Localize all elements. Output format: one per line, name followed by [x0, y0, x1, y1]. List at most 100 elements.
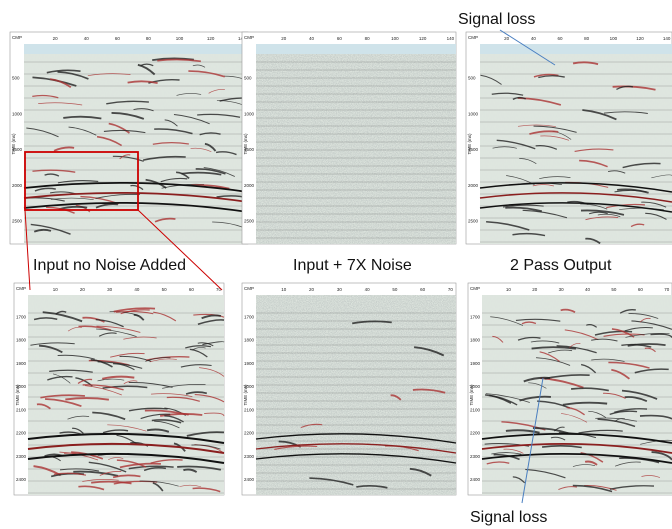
y-tick-label: 2100 [244, 407, 255, 412]
axis-label: TIME (ms) [243, 133, 248, 154]
y-tick-label: 1500 [468, 147, 479, 152]
reflector [190, 147, 212, 153]
horizon [255, 443, 457, 454]
reflector [139, 480, 179, 487]
horizon [479, 182, 672, 193]
x-tick-label: 60 [115, 36, 121, 41]
reflector [65, 397, 110, 401]
y-tick-label: 1000 [468, 111, 479, 116]
reflector [201, 314, 222, 320]
reflector [87, 73, 131, 77]
reflector [59, 468, 100, 472]
horizon [27, 452, 225, 464]
y-tick-label: 1000 [12, 111, 23, 116]
x-tick-label: 70 [216, 287, 222, 292]
x-tick-label: 50 [611, 287, 617, 292]
reflector [102, 375, 135, 380]
reflector [531, 346, 577, 350]
reflector [539, 176, 571, 180]
reflector [641, 201, 667, 208]
reflector [621, 389, 658, 400]
reflector [197, 342, 214, 347]
reflector [512, 96, 527, 101]
reflector [539, 351, 560, 362]
x-tick-label: 10 [53, 287, 59, 292]
reflector [112, 155, 144, 162]
x-tick-label: 80 [365, 36, 371, 41]
reflector [580, 203, 608, 210]
x-tick-label: 20 [281, 36, 287, 41]
reflector [505, 429, 540, 434]
horizon [479, 192, 672, 203]
y-tick-label: 1900 [16, 361, 27, 366]
reflector [540, 135, 570, 141]
reflector [208, 89, 225, 94]
reflector [535, 144, 558, 150]
reflector [356, 485, 388, 489]
reflector [116, 310, 154, 315]
reflector [84, 385, 122, 396]
reflector [614, 408, 648, 413]
reflector [192, 64, 206, 68]
reflector [142, 155, 186, 161]
reflector [177, 465, 222, 471]
reflector [181, 171, 222, 176]
x-tick-label: 30 [559, 287, 565, 292]
reflector [140, 413, 171, 420]
y-tick-label: 1900 [244, 361, 255, 366]
zoom-line [24, 209, 31, 291]
reflector [591, 358, 625, 362]
reflector [97, 378, 125, 382]
reflector [154, 420, 180, 429]
reflector [183, 468, 198, 473]
x-tick-label: 20 [532, 287, 538, 292]
reflector [45, 398, 82, 408]
reflector [120, 309, 150, 315]
y-tick-label: 1800 [244, 338, 255, 343]
reflector [570, 387, 609, 392]
y-tick-label: 2000 [16, 384, 27, 389]
y-tick-label: 2000 [244, 183, 255, 188]
reflector [137, 63, 156, 76]
reflector [152, 141, 189, 145]
horizon [27, 442, 225, 454]
reflector [597, 213, 621, 218]
reflector [96, 135, 123, 147]
x-tick-label: 60 [638, 287, 644, 292]
reflector [491, 92, 524, 96]
x-tick-label: 70 [448, 287, 454, 292]
reflector [562, 401, 608, 406]
reflector [192, 487, 221, 493]
reflector [566, 406, 585, 416]
horizon [23, 182, 249, 193]
y-tick-label: 2300 [470, 454, 481, 459]
reflector [53, 146, 75, 152]
reflector [128, 407, 168, 412]
reflector [91, 480, 132, 485]
x-tick-label: 120 [636, 36, 644, 41]
horizon [23, 202, 249, 213]
reflector [96, 325, 141, 333]
seismic-noise [480, 44, 672, 244]
reflector [143, 467, 167, 472]
reflector [173, 442, 186, 452]
reflector [624, 396, 648, 402]
reflector [110, 352, 145, 358]
y-tick-label: 2100 [16, 407, 27, 412]
reflector [33, 228, 52, 233]
x-tick-label: 60 [420, 287, 426, 292]
reflector [522, 209, 568, 219]
zoom-box [24, 151, 139, 211]
reflector [639, 414, 672, 420]
reflector [88, 461, 127, 473]
arrow [499, 29, 556, 66]
x-tick-label: 80 [146, 36, 152, 41]
reflector [608, 361, 650, 369]
horizon [255, 453, 457, 464]
caption: Input no Noise Added [33, 257, 186, 274]
horizon [481, 432, 672, 444]
reflector [113, 363, 135, 371]
reflector [145, 178, 167, 189]
water [480, 44, 672, 54]
